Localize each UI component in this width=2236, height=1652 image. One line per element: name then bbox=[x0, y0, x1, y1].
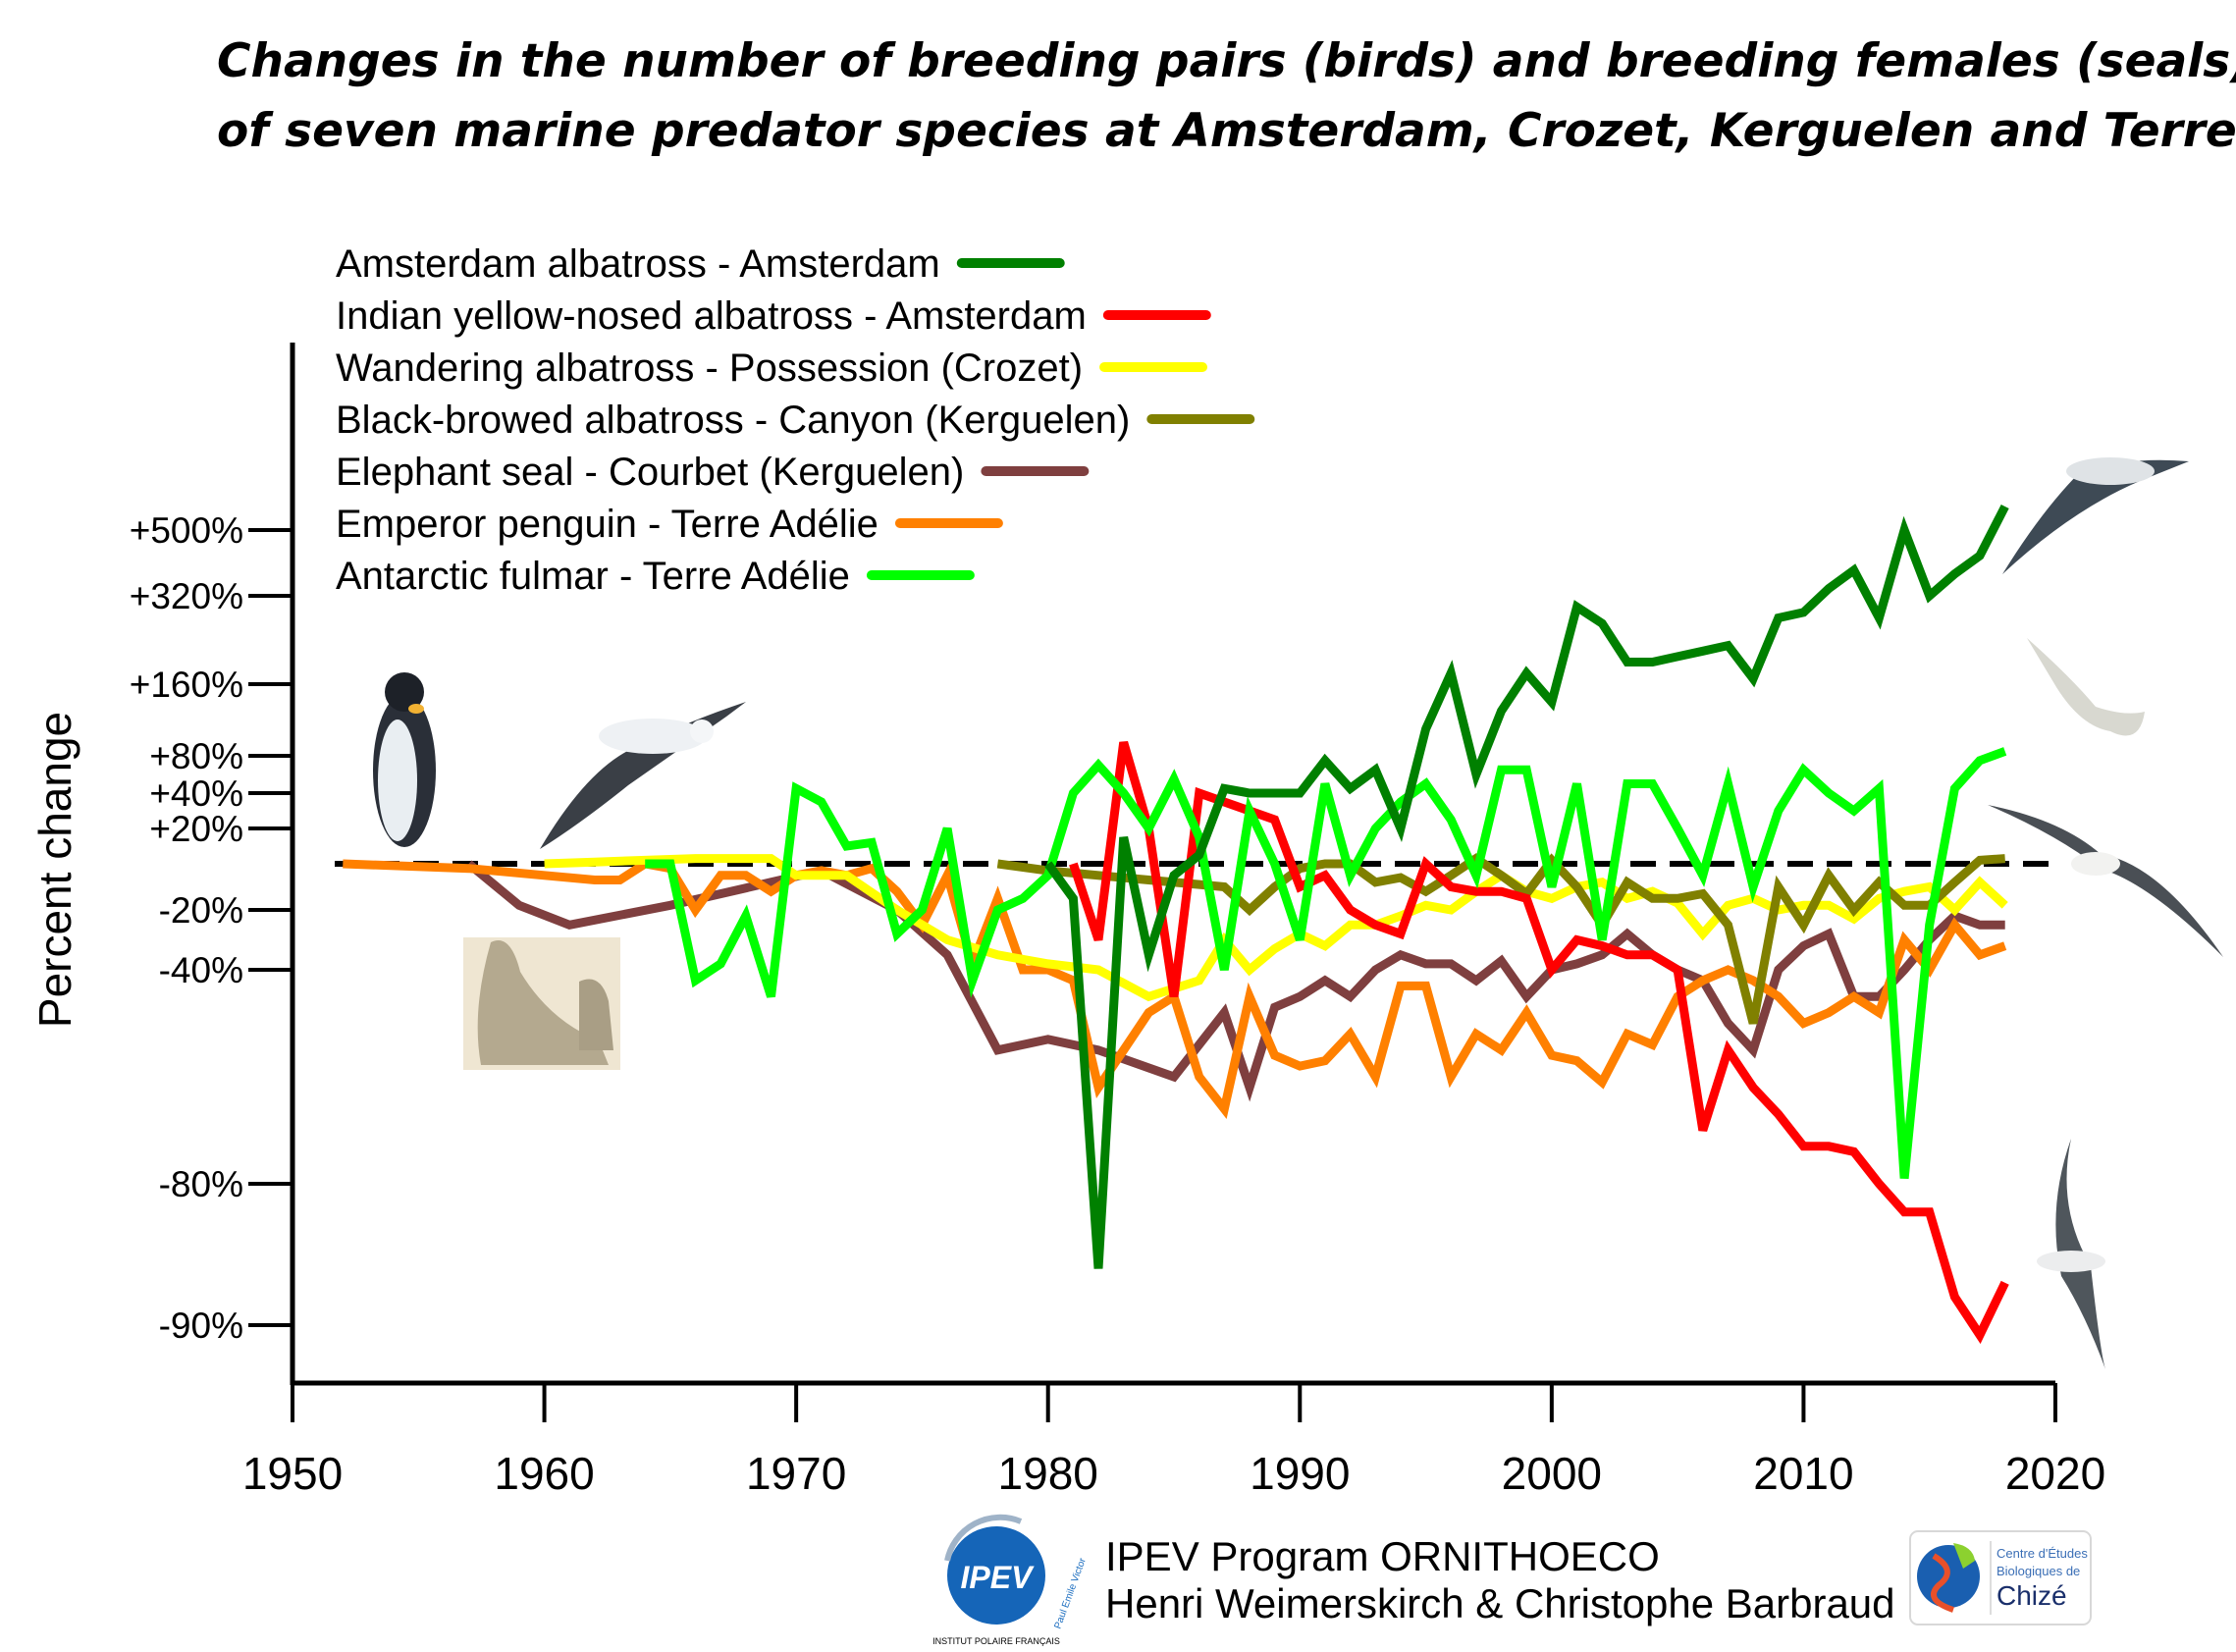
chize-logo-line-3: Chizé bbox=[1996, 1580, 2067, 1611]
bird-illustrations-right bbox=[1988, 457, 2223, 1369]
series-line-black-browed-albatross-canyon-kerguelen bbox=[996, 853, 2006, 1025]
footer-program: IPEV Program ORNITHOECO bbox=[1105, 1533, 1660, 1579]
x-tick-label: 1950 bbox=[242, 1448, 343, 1499]
legend-label: Emperor penguin - Terre Adélie bbox=[336, 503, 878, 546]
legend-item: Elephant seal - Courbet (Kerguelen) bbox=[336, 451, 1090, 494]
emperor-penguin-illustration bbox=[373, 672, 436, 847]
series-line-antarctic-fulmar-terre-ad-lie bbox=[645, 747, 2007, 1179]
legend-item: Antarctic fulmar - Terre Adélie bbox=[336, 555, 975, 598]
y-tick-label: +320% bbox=[130, 576, 243, 616]
footer-authors: Henri Weimerskirch & Christophe Barbraud bbox=[1105, 1580, 1895, 1626]
legend-item: Black-browed albatross - Canyon (Kerguel… bbox=[336, 399, 1255, 442]
legend-label: Wandering albatross - Possession (Crozet… bbox=[336, 346, 1083, 390]
chize-logo-line-2: Biologiques de bbox=[1996, 1564, 2080, 1578]
wandering-albatross-illustration bbox=[540, 702, 746, 849]
series-line-elephant-seal-courbet-kerguelen bbox=[465, 860, 2005, 1102]
legend-label: Amsterdam albatross - Amsterdam bbox=[336, 242, 940, 286]
ipev-logo-ring: INSTITUT POLAIRE FRANÇAIS bbox=[932, 1636, 1060, 1646]
y-tick-label: +20% bbox=[149, 809, 243, 849]
x-tick-label: 1990 bbox=[1250, 1448, 1350, 1499]
ipev-logo-text: IPEV bbox=[961, 1560, 1036, 1595]
x-tick-label: 2020 bbox=[2005, 1448, 2105, 1499]
legend-label: Elephant seal - Courbet (Kerguelen) bbox=[336, 451, 964, 494]
legend-label: Black-browed albatross - Canyon (Kerguel… bbox=[336, 399, 1130, 442]
y-tick-label: +500% bbox=[130, 510, 243, 551]
x-tick-label: 1960 bbox=[494, 1448, 594, 1499]
y-tick-label: +80% bbox=[149, 736, 243, 776]
legend-item: Indian yellow-nosed albatross - Amsterda… bbox=[336, 294, 1211, 338]
x-tick-label: 2000 bbox=[1502, 1448, 1602, 1499]
y-tick-label: +40% bbox=[149, 773, 243, 814]
y-tick-label: -90% bbox=[159, 1306, 243, 1346]
y-tick-label: -40% bbox=[159, 950, 243, 990]
x-tick-label: 1980 bbox=[998, 1448, 1098, 1499]
series-line-indian-yellow-nosed-albatross-amsterdam bbox=[1069, 741, 2009, 1345]
y-tick-label: +160% bbox=[130, 665, 243, 705]
elephant-seal-illustration bbox=[463, 937, 620, 1070]
x-tick-label: 1970 bbox=[746, 1448, 846, 1499]
chart-title-line-2: of seven marine predator species at Amst… bbox=[217, 104, 2236, 158]
legend-label: Antarctic fulmar - Terre Adélie bbox=[336, 555, 850, 598]
legend-item: Emperor penguin - Terre Adélie bbox=[336, 503, 1003, 546]
y-tick-label: -20% bbox=[159, 890, 243, 931]
legend-item: Wandering albatross - Possession (Crozet… bbox=[336, 346, 1208, 390]
legend-item: Amsterdam albatross - Amsterdam bbox=[336, 242, 1065, 286]
chize-logo-line-1: Centre d'Études bbox=[1996, 1546, 2088, 1561]
series-line-amsterdam-albatross-amsterdam bbox=[1044, 504, 2009, 1269]
legend: Amsterdam albatross - Amsterdam Indian ye… bbox=[336, 242, 1255, 598]
y-axis-label: Percent change bbox=[29, 712, 80, 1028]
chize-logo: Centre d'Études Biologiques de Chizé bbox=[1909, 1530, 2092, 1625]
axes: +500% +320% +160% +80%+40%+20% -20% -40% -80% -… bbox=[130, 343, 2105, 1499]
x-tick-label: 2010 bbox=[1753, 1448, 1853, 1499]
y-tick-label: -80% bbox=[159, 1164, 243, 1204]
series-layer bbox=[343, 504, 2009, 1345]
chart-title-line-1: Changes in the number of breeding pairs … bbox=[217, 34, 2236, 88]
legend-label: Indian yellow-nosed albatross - Amsterda… bbox=[336, 294, 1087, 338]
